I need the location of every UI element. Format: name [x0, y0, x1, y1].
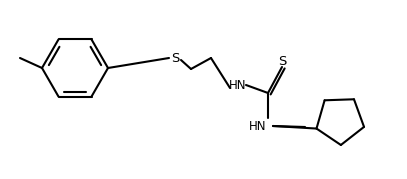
- Text: S: S: [278, 54, 286, 67]
- Text: HN: HN: [229, 79, 247, 91]
- Text: HN: HN: [249, 120, 267, 132]
- Text: S: S: [171, 52, 179, 64]
